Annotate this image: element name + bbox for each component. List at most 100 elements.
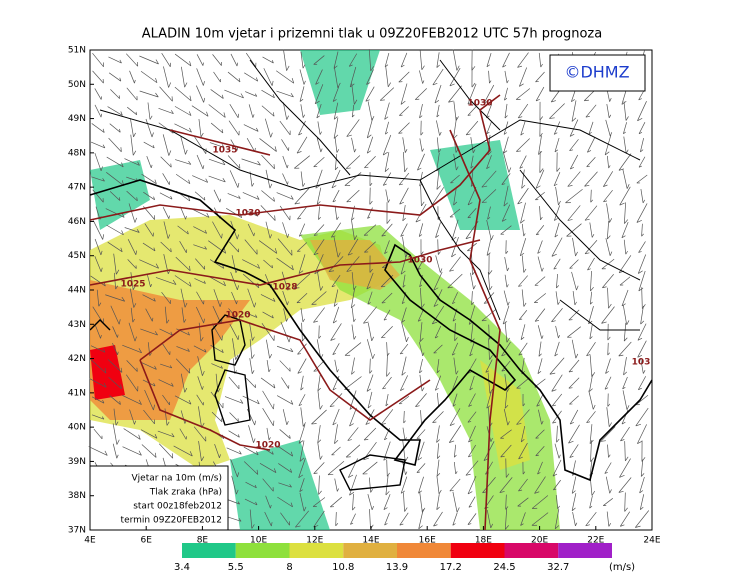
legend-line: start 00z18feb2012 (133, 502, 222, 512)
wind-arrow (486, 391, 492, 409)
wind-arrow (416, 429, 426, 439)
wind-arrow (604, 462, 612, 474)
isobar-label: 103 (632, 358, 651, 368)
lat-label: 50N (68, 80, 86, 90)
wind-arrow (638, 122, 646, 135)
legend-line: termin 09Z20FEB2012 (121, 516, 222, 526)
wind-field (480, 360, 530, 470)
wind-arrow (295, 510, 309, 528)
wind-arrow (122, 344, 142, 354)
wind-arrow (317, 121, 322, 135)
wind-arrow (521, 223, 526, 237)
isobar-label: 1030 (467, 99, 492, 109)
wind-arrow (246, 378, 256, 388)
wind-arrow (277, 238, 293, 256)
wind-arrow (379, 87, 395, 101)
wind-arrow (401, 307, 407, 323)
wind-arrow (108, 377, 122, 389)
wind-arrow (212, 221, 223, 239)
wind-arrow (208, 175, 226, 183)
wind-arrow (622, 390, 630, 410)
wind-arrow (179, 428, 187, 440)
wind-arrow (109, 395, 121, 405)
wind-arrow (105, 294, 126, 302)
wind-arrow (384, 152, 390, 173)
wind-arrow (501, 360, 511, 372)
wind-arrow (604, 376, 612, 390)
wind-arrow (122, 446, 142, 456)
wind-arrow (569, 119, 579, 137)
wind-arrow (231, 291, 238, 305)
wind-arrow (208, 275, 226, 287)
wind-arrow (265, 495, 272, 509)
wind-arrow (210, 89, 224, 99)
wind-arrow (486, 155, 492, 170)
wind-arrow (173, 445, 193, 457)
wind-arrow (553, 121, 561, 135)
wind-arrow (245, 481, 257, 489)
wind-arrow (434, 375, 442, 391)
wind-arrow (277, 445, 294, 457)
wind-arrow (569, 154, 579, 170)
wind-arrow (418, 509, 424, 530)
wind-arrow (261, 154, 275, 170)
wind-arrow (419, 358, 423, 374)
wind-arrow (537, 461, 543, 475)
wind-arrow (619, 511, 631, 527)
wind-arrow (330, 222, 342, 238)
wind-arrow (129, 409, 137, 425)
colorbar-label: 10.8 (332, 562, 354, 573)
wind-arrow (435, 222, 441, 238)
wind-arrow (449, 256, 461, 272)
wind-arrow (94, 88, 102, 100)
wind-arrow (399, 187, 409, 205)
wind-arrow (399, 343, 409, 355)
wind-arrow (130, 272, 136, 291)
wind-arrow (279, 360, 291, 372)
wind-arrow (555, 495, 560, 510)
wind-arrow (365, 86, 375, 102)
wind-arrow (298, 254, 306, 274)
wind-arrow (312, 497, 326, 507)
wind-arrow (174, 395, 192, 405)
wind-arrow (436, 137, 442, 153)
wind-arrow (568, 377, 580, 389)
wind-arrow (436, 168, 441, 190)
wind-arrow (471, 66, 476, 88)
lon-label: 18E (475, 536, 492, 546)
wind-arrow (109, 191, 121, 201)
wind-arrow (180, 135, 188, 155)
wind-arrow (259, 463, 277, 473)
wind-arrow (106, 156, 124, 168)
wind-arrow (486, 53, 492, 68)
wind-arrow (91, 414, 105, 420)
wind-arrow (623, 322, 628, 342)
wind-arrow (400, 83, 408, 105)
wind-arrow (228, 120, 240, 136)
wind-arrow (299, 492, 307, 512)
wind-arrow (470, 136, 476, 154)
wind-arrow (571, 476, 577, 494)
wind-arrow (515, 88, 531, 100)
wind-arrow (313, 157, 325, 168)
wind-arrow (130, 134, 137, 156)
wind-arrow (210, 344, 224, 354)
wind-arrow (467, 513, 477, 525)
wind-arrow (316, 187, 322, 205)
wind-arrow (196, 68, 205, 86)
wind-arrow (351, 137, 357, 153)
wind-arrow (517, 103, 529, 119)
wind-arrow (332, 189, 340, 203)
wind-arrow (245, 52, 257, 68)
lat-label: 46N (68, 217, 86, 227)
wind-arrow (504, 508, 509, 530)
wind-arrow (126, 374, 139, 392)
wind-arrow (565, 188, 583, 204)
wind-arrow (500, 429, 512, 439)
wind-arrow (107, 359, 123, 373)
wind-arrow (567, 326, 581, 338)
wind-arrow (572, 511, 578, 527)
wind-arrow (347, 238, 359, 256)
wind-arrow (504, 256, 510, 272)
wind-arrow (467, 106, 477, 116)
